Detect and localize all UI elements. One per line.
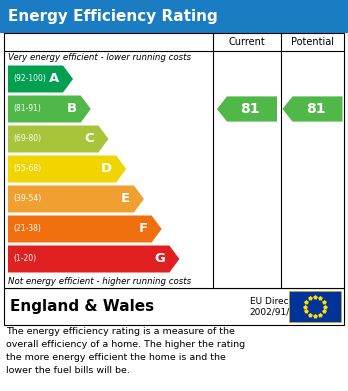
Text: (81-91): (81-91) [13,104,41,113]
Text: Current: Current [229,37,266,47]
Bar [4,33,344,288]
Bar [4,288,344,325]
Polygon shape [8,185,144,212]
Text: EU Directive
2002/91/EC: EU Directive 2002/91/EC [250,297,306,316]
Bar [0,0,348,33]
Text: England & Wales: England & Wales [10,299,154,314]
Text: E: E [121,192,130,206]
Text: (69-80): (69-80) [13,135,41,143]
Text: G: G [155,253,165,265]
Text: 81: 81 [306,102,325,116]
Text: (39-54): (39-54) [13,194,41,203]
Text: (21-38): (21-38) [13,224,41,233]
Polygon shape [283,97,342,122]
Polygon shape [8,156,126,183]
Polygon shape [8,66,73,93]
Polygon shape [8,126,109,152]
Text: A: A [49,72,59,86]
Text: C: C [85,133,94,145]
Polygon shape [217,97,277,122]
Text: Energy Efficiency Rating: Energy Efficiency Rating [8,9,218,24]
Polygon shape [8,246,179,273]
Text: (55-68): (55-68) [13,165,41,174]
Text: Very energy efficient - lower running costs: Very energy efficient - lower running co… [8,53,191,62]
Text: 81: 81 [240,102,260,116]
Text: (92-100): (92-100) [13,75,46,84]
Polygon shape [8,95,91,122]
Text: B: B [66,102,77,115]
Text: (1-20): (1-20) [13,255,36,264]
Text: D: D [101,163,112,176]
Bar [289,291,341,322]
Text: F: F [139,222,148,235]
Text: The energy efficiency rating is a measure of the
overall efficiency of a home. T: The energy efficiency rating is a measur… [6,327,245,375]
Text: Not energy efficient - higher running costs: Not energy efficient - higher running co… [8,276,191,285]
Text: Potential: Potential [291,37,334,47]
Polygon shape [8,215,162,242]
